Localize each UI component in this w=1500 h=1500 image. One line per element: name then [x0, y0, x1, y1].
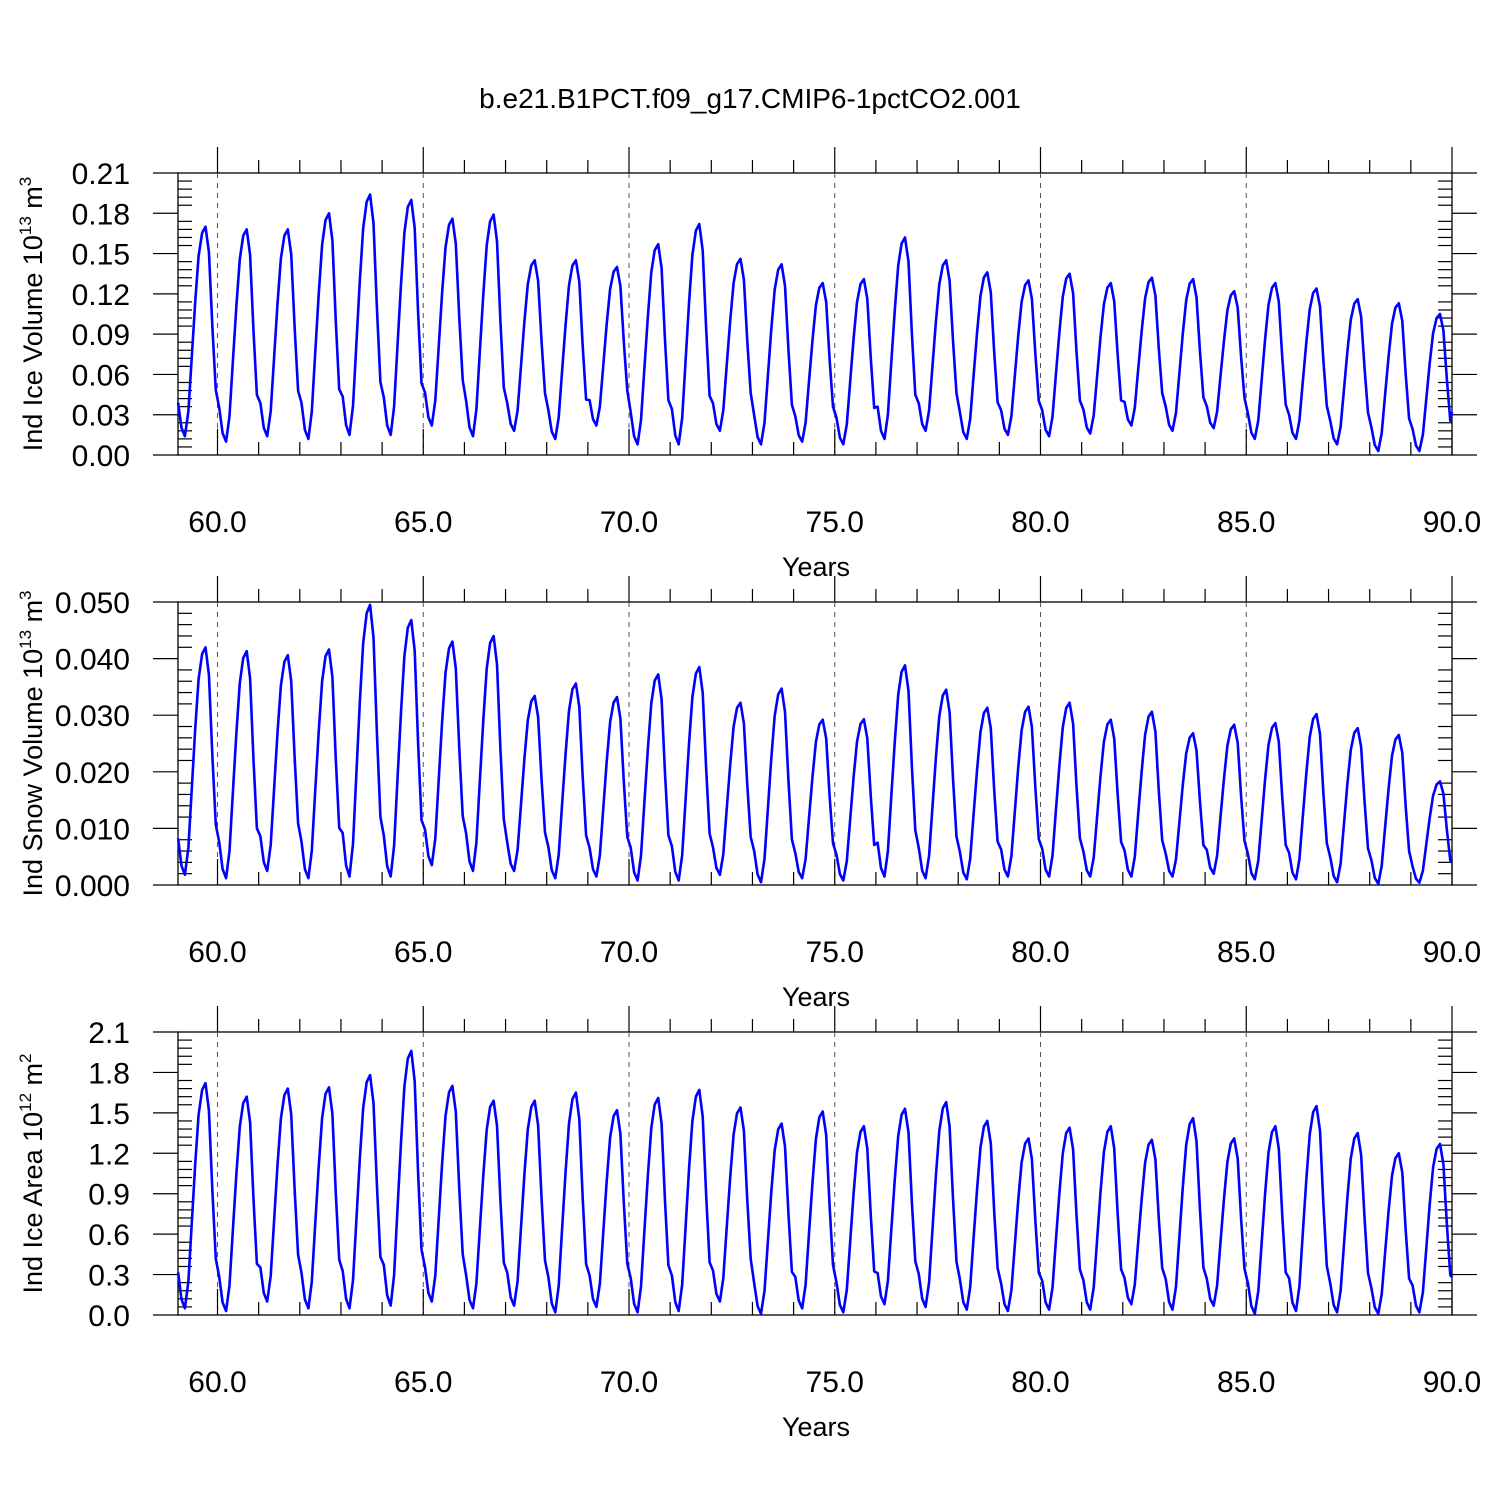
- y-axis-label-part: Ind Ice Area 10: [18, 1112, 48, 1294]
- y-tick-label: 0.00: [72, 440, 130, 473]
- y-tick-label: 0.040: [55, 644, 130, 677]
- y-tick-label: 0.12: [72, 279, 130, 312]
- x-tick-label: 60.0: [188, 506, 246, 539]
- y-tick-label: 0.21: [72, 158, 130, 191]
- series-line: [176, 1049, 1454, 1315]
- x-tick-label: 80.0: [1011, 936, 1069, 969]
- x-tick-label: 75.0: [806, 1366, 864, 1399]
- y-tick-label: 0.18: [72, 198, 130, 231]
- y-axis-label-part: Ind Snow Volume 10: [18, 649, 48, 897]
- x-tick-label: 75.0: [806, 506, 864, 539]
- x-tick-label: 60.0: [188, 1366, 246, 1399]
- y-axis-label-part: 12: [16, 1093, 35, 1112]
- y-axis-label: Ind Ice Volume 1013 m3: [16, 177, 48, 452]
- chart-panel-snow-volume: 60.0 65.0 70.0 75.0 80.0 85.0 90.0 0.000 0.010 0.…: [16, 576, 1481, 1012]
- y-axis-label-part: m: [18, 186, 48, 216]
- chart-panel-ice-volume: 60.0 65.0 70.0 75.0 80.0 85.0 90.0 0.00 0.03 0.06…: [16, 147, 1481, 582]
- y-axis-label-part: 13: [16, 630, 35, 649]
- x-tick-label: 85.0: [1217, 936, 1275, 969]
- chart-panel-ice-area: 60.0 65.0 70.0 75.0 80.0 85.0 90.0 0.0 0.3 0.6 0.9…: [16, 1006, 1481, 1442]
- x-tick-label: 90.0: [1423, 506, 1481, 539]
- x-tick-label: 90.0: [1423, 1366, 1481, 1399]
- series-line: [176, 193, 1454, 453]
- y-tick-label: 1.8: [88, 1057, 130, 1090]
- plot-frame: [177, 172, 1453, 456]
- x-axis-label: Years: [782, 982, 850, 1012]
- y-tick-label: 2.1: [88, 1017, 130, 1050]
- x-axis-label: Years: [782, 1412, 850, 1442]
- x-tick-label: 65.0: [394, 1366, 452, 1399]
- x-axis-label: Years: [782, 552, 850, 582]
- y-axis-label-part: m: [18, 1063, 48, 1093]
- plot-frame: [177, 1031, 1453, 1316]
- y-axis-label-part: 3: [16, 177, 35, 186]
- plot-frame: [177, 601, 1453, 886]
- x-tick-label: 90.0: [1423, 936, 1481, 969]
- y-tick-label: 0.050: [55, 587, 130, 620]
- y-tick-label: 0.03: [72, 400, 130, 433]
- y-axis-label-part: 13: [16, 216, 35, 235]
- y-axis-label-part: Ind Ice Volume 10: [18, 235, 48, 451]
- x-tick-label: 60.0: [188, 936, 246, 969]
- y-tick-label: 1.5: [88, 1098, 130, 1131]
- x-tick-label: 80.0: [1011, 506, 1069, 539]
- y-axis-label-part: m: [18, 600, 48, 630]
- x-tick-label: 65.0: [394, 506, 452, 539]
- y-tick-label: 0.0: [88, 1300, 130, 1333]
- x-tick-label: 65.0: [394, 936, 452, 969]
- y-tick-label: 1.2: [88, 1138, 130, 1171]
- x-tick-label: 75.0: [806, 936, 864, 969]
- figure-title: b.e21.B1PCT.f09_g17.CMIP6-1pctCO2.001: [479, 83, 1021, 114]
- y-axis-label: Ind Snow Volume 1013 m3: [16, 590, 48, 896]
- y-tick-label: 0.020: [55, 757, 130, 790]
- x-tick-label: 85.0: [1217, 506, 1275, 539]
- y-tick-label: 0.09: [72, 319, 130, 352]
- x-tick-label: 70.0: [600, 1366, 658, 1399]
- y-axis-label-part: 3: [16, 590, 35, 599]
- x-tick-label: 70.0: [600, 936, 658, 969]
- y-tick-label: 0.030: [55, 700, 130, 733]
- x-tick-label: 85.0: [1217, 1366, 1275, 1399]
- y-tick-label: 0.3: [88, 1260, 130, 1293]
- y-tick-label: 0.010: [55, 813, 130, 846]
- y-tick-label: 0.15: [72, 239, 130, 272]
- y-axis-label-part: 2: [16, 1053, 35, 1062]
- y-axis-label: Ind Ice Area 1012 m2: [16, 1053, 48, 1293]
- y-tick-label: 0.6: [88, 1219, 130, 1252]
- y-tick-label: 0.000: [55, 870, 130, 903]
- y-tick-label: 0.9: [88, 1179, 130, 1212]
- x-tick-label: 80.0: [1011, 1366, 1069, 1399]
- y-tick-label: 0.06: [72, 359, 130, 392]
- x-tick-label: 70.0: [600, 506, 658, 539]
- series-line: [176, 603, 1453, 886]
- panels: 60.0 65.0 70.0 75.0 80.0 85.0 90.00.000.030.06…: [16, 147, 1481, 1442]
